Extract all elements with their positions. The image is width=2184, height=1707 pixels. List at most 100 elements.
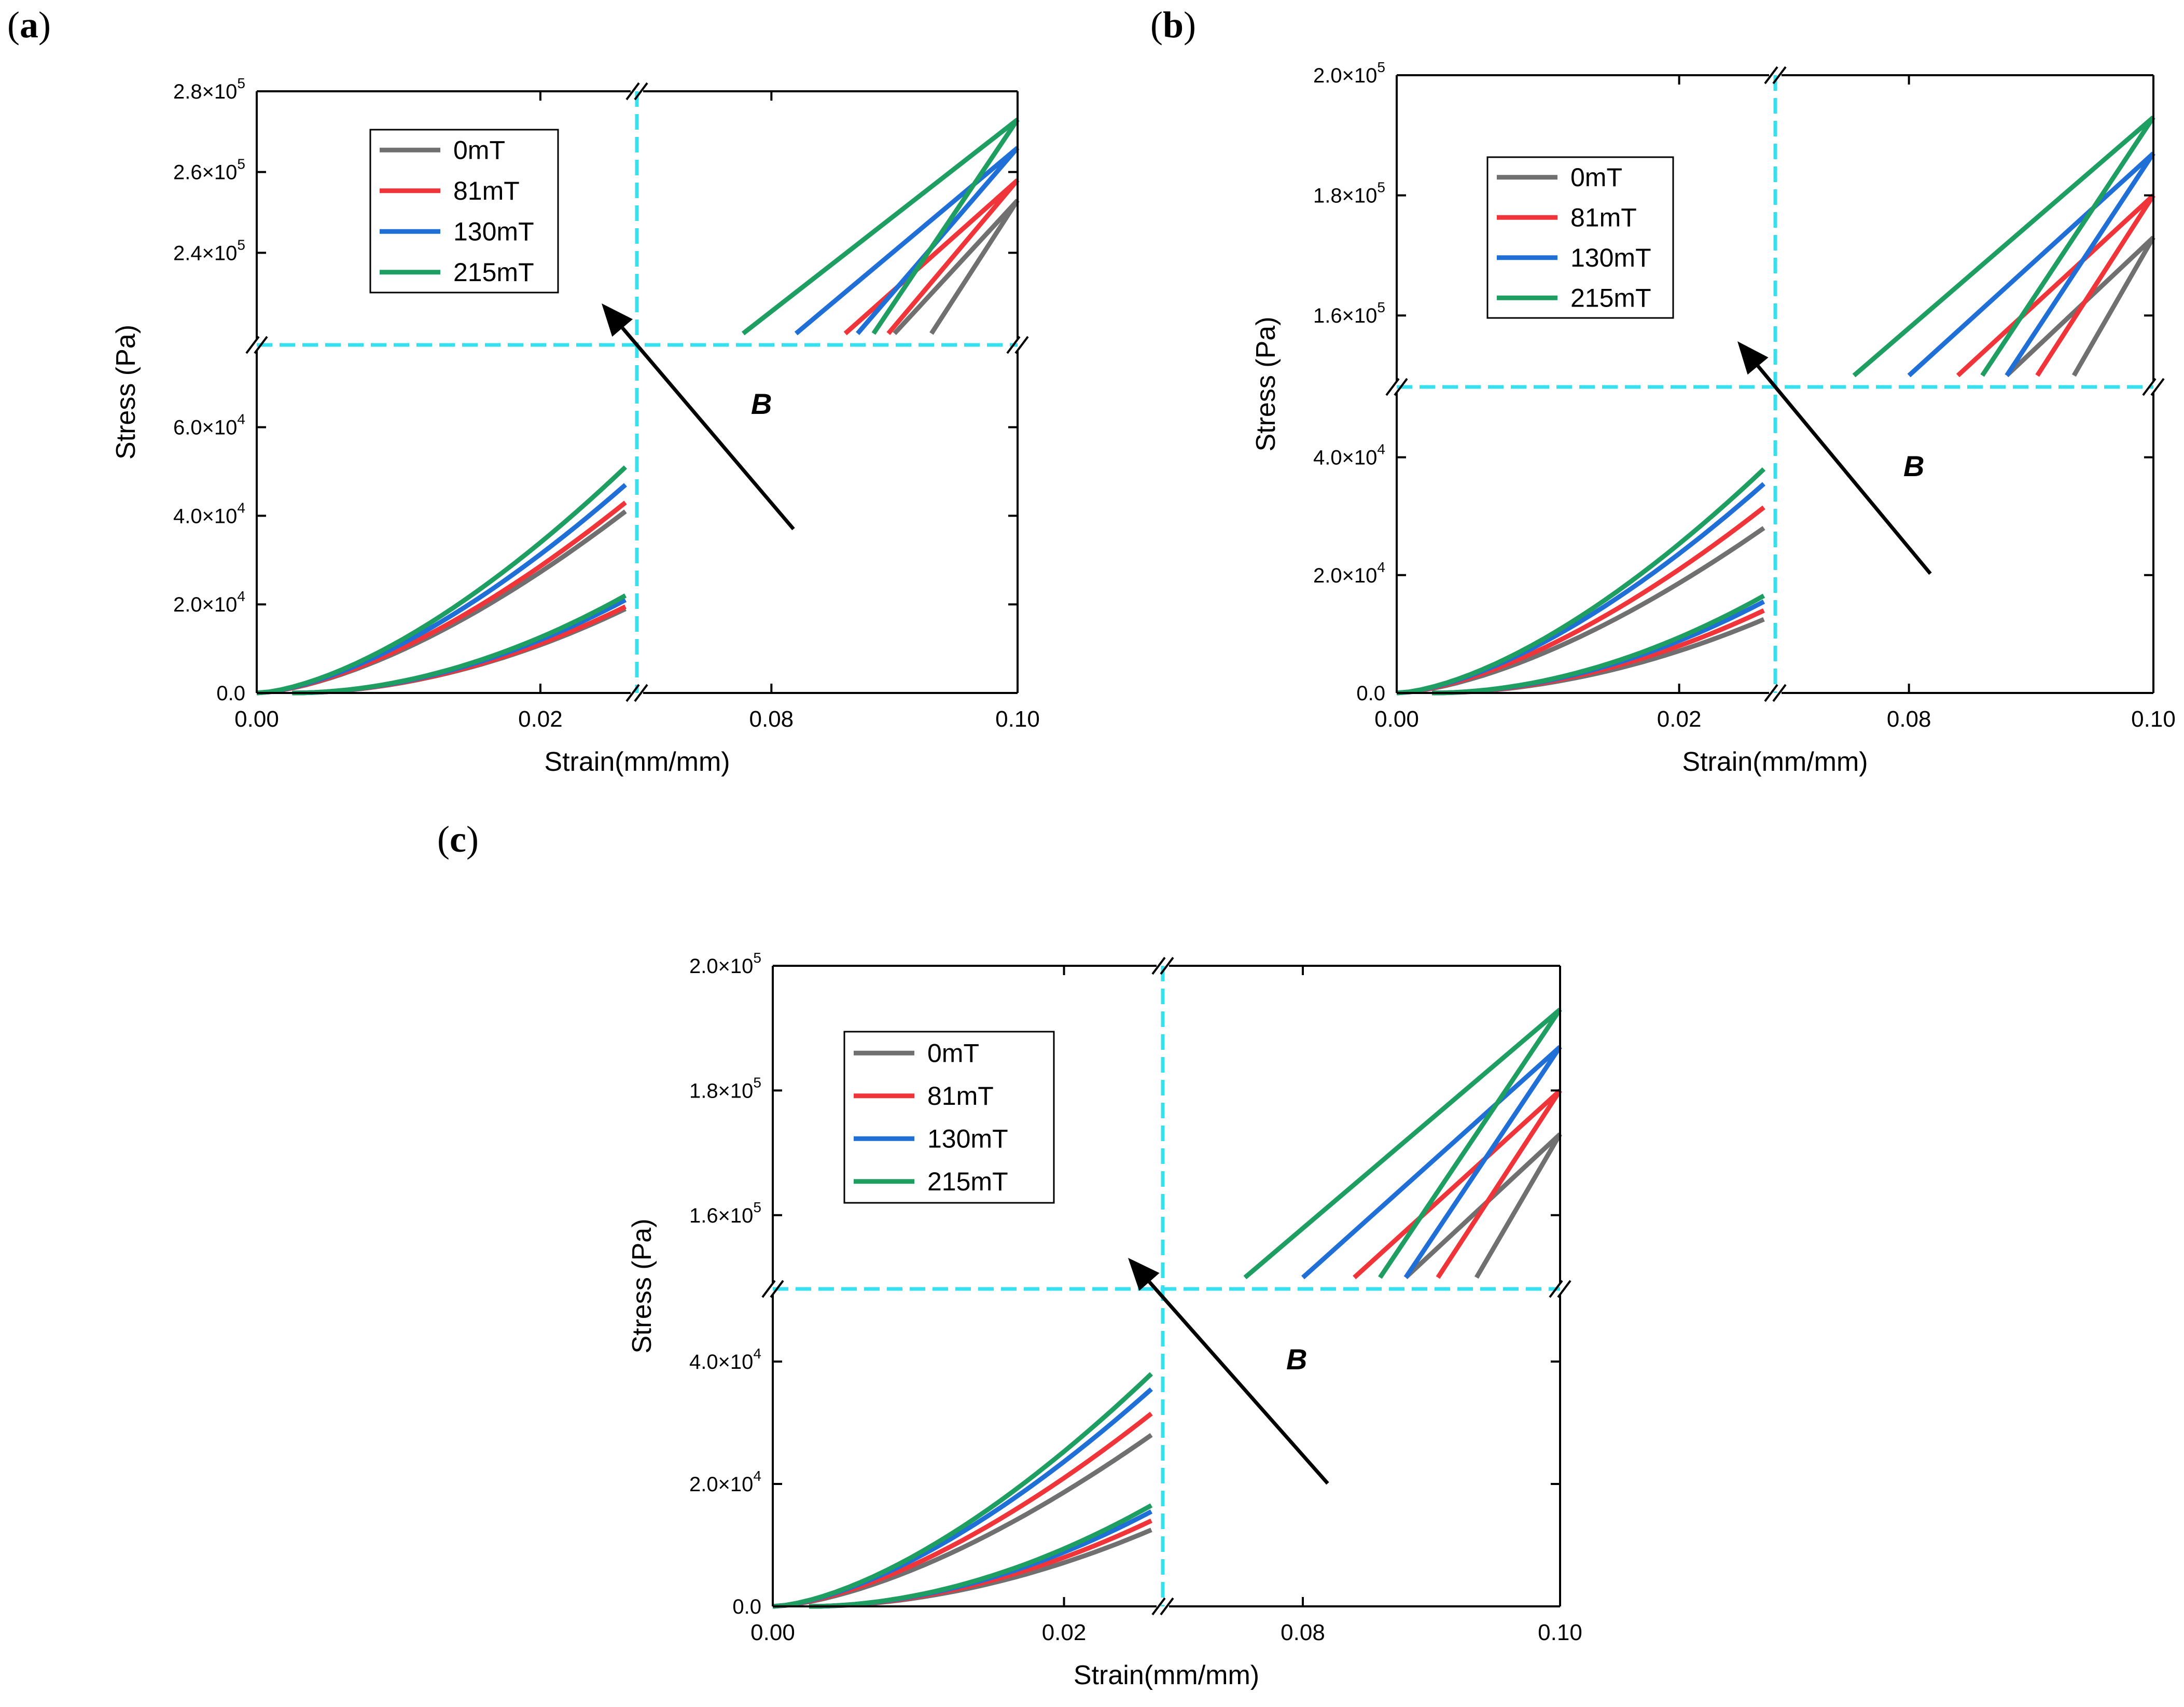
y-tick-mantissa: 4.0×10 <box>689 1351 753 1373</box>
curve-215mT-unloading <box>1432 593 1765 696</box>
y-tick-label: 2.4×105 <box>173 237 245 265</box>
y-tick-mantissa: 2.0×10 <box>689 955 753 978</box>
x-tick-label: 0.00 <box>750 1620 795 1645</box>
y-break-mark-left <box>245 336 268 354</box>
upper-0mT-unloading <box>1474 1133 1562 1279</box>
upper-81mT-unloading <box>886 178 1020 335</box>
y-tick-mantissa: 2.0×10 <box>1313 564 1377 587</box>
y-tick-mantissa: 2.0×10 <box>1313 64 1377 87</box>
upper-81mT-loading <box>1956 193 2155 378</box>
break-slash <box>1557 1280 1571 1298</box>
axes-frame <box>245 82 1029 702</box>
arrow-head <box>602 303 633 337</box>
y-break-mark-right <box>1549 1280 1571 1298</box>
y-tick-exponent: 5 <box>753 1074 761 1090</box>
y-break-mark-left <box>761 1280 784 1298</box>
legend-label-215mT: 215mT <box>927 1167 1008 1196</box>
break-slash <box>254 336 268 354</box>
y-tick-mantissa: 2.6×10 <box>173 161 237 184</box>
y-break-mark-right <box>2142 378 2165 396</box>
y-tick-label: 2.0×104 <box>173 588 245 616</box>
panel-label-c: (c) <box>437 818 479 860</box>
break-slash <box>625 82 640 101</box>
y-tick-exponent: 4 <box>1377 559 1385 575</box>
upper-215mT-loading <box>741 117 1019 336</box>
upper-81mT-loading <box>843 178 1019 336</box>
x-axis-label: Strain(mm/mm) <box>1682 747 1868 777</box>
break-slash <box>1549 1280 1563 1298</box>
x-tick-label: 0.00 <box>1374 706 1419 732</box>
y-tick-label: 2.6×105 <box>173 156 245 184</box>
y-tick-label: 0.0 <box>216 682 245 705</box>
data-series <box>1396 115 2155 696</box>
y-tick-mantissa: 1.8×10 <box>1313 185 1377 207</box>
panel-label-letter: a <box>20 4 38 46</box>
panel-c: (c)0.00 0.02 0.08 0.100.02.0×1044.0×1041.6×… <box>437 818 1582 1690</box>
y-tick-label: 2.0×105 <box>689 950 761 978</box>
y-tick-label: 1.8×105 <box>1313 179 1385 207</box>
x-tick-label: 0.02 <box>1657 706 1702 732</box>
legend-label-130mT: 130mT <box>927 1124 1008 1153</box>
y-tick-mantissa: 4.0×10 <box>173 505 237 528</box>
panel-label-b: (b) <box>1150 4 1196 46</box>
y-tick-label: 1.6×105 <box>1313 299 1385 327</box>
y-axis-label: Stress (Pa) <box>1251 316 1281 451</box>
legend-box <box>1486 156 1674 319</box>
panel-label-close: ) <box>38 4 51 46</box>
y-tick-label: 2.0×104 <box>689 1468 761 1496</box>
upper-130mT-unloading <box>2005 152 2155 377</box>
upper-81mT-unloading <box>2035 194 2155 377</box>
y-tick-label: 1.6×105 <box>689 1199 761 1227</box>
break-slash <box>1151 956 1166 975</box>
x-tick-label: 0.02 <box>518 706 563 732</box>
x-tick-label: 0.10 <box>1538 1620 1582 1645</box>
break-slash <box>1394 378 1408 396</box>
upper-130mT-loading <box>1301 1045 1562 1280</box>
magnetic-field-label: B <box>1903 450 1924 482</box>
legend-label-0mT: 0mT <box>927 1038 979 1067</box>
upper-215mT-unloading <box>1378 1008 1562 1279</box>
y-tick-mantissa: 1.6×10 <box>1313 304 1377 327</box>
panel-label-open: ( <box>437 818 450 860</box>
legend-label-130mT: 130mT <box>1570 243 1651 272</box>
legend-label-0mT: 0mT <box>1570 163 1622 192</box>
break-slash <box>245 336 260 354</box>
x-break-mark-top <box>1764 66 1787 85</box>
curve-215mT-loading <box>772 1372 1153 1609</box>
y-tick-mantissa: 1.8×10 <box>689 1079 753 1102</box>
data-series <box>772 1007 1562 1609</box>
arrow-shaft <box>1756 365 1932 575</box>
break-slash <box>634 82 648 101</box>
panel-label-close: ) <box>1184 4 1196 46</box>
y-tick-label: 2.8×105 <box>173 75 245 103</box>
axes-frame <box>761 956 1571 1616</box>
panel-label-letter: c <box>450 818 466 860</box>
y-tick-exponent: 4 <box>753 1468 761 1484</box>
legend-label-215mT: 215mT <box>1570 283 1651 312</box>
y-tick-exponent: 5 <box>1377 299 1385 315</box>
x-ticks: 0.00 0.02 0.08 0.10 <box>750 966 1582 1645</box>
upper-81mT-loading <box>1353 1089 1562 1280</box>
y-tick-exponent: 4 <box>753 1345 761 1362</box>
legend-label-81mT: 81mT <box>1570 203 1637 232</box>
magnetic-field-label: B <box>751 387 772 420</box>
y-tick-exponent: 4 <box>237 411 245 427</box>
x-break-mark-top <box>625 82 648 101</box>
y-tick-mantissa: 2.0×10 <box>689 1473 753 1496</box>
break-slash <box>1160 956 1174 975</box>
upper-215mT-unloading <box>1980 116 2155 377</box>
y-tick-exponent: 4 <box>237 499 245 516</box>
y-tick-mantissa: 6.0×10 <box>173 417 237 439</box>
legend: 0mT 81mT 130mT 215mT <box>843 1031 1055 1204</box>
curve-215mT-loading <box>256 465 628 696</box>
y-tick-exponent: 5 <box>753 950 761 966</box>
y-tick-exponent: 5 <box>753 1199 761 1215</box>
y-tick-exponent: 5 <box>1377 59 1385 75</box>
upper-0mT-unloading <box>929 199 1020 335</box>
y-tick-label: 2.0×104 <box>1313 559 1385 587</box>
panel-a: (a)0.00 0.02 0.08 0.100.02.0×1044.0×1046.0×… <box>7 4 1040 777</box>
y-tick-mantissa: 0.0 <box>1356 682 1385 705</box>
break-slash <box>761 1280 776 1298</box>
